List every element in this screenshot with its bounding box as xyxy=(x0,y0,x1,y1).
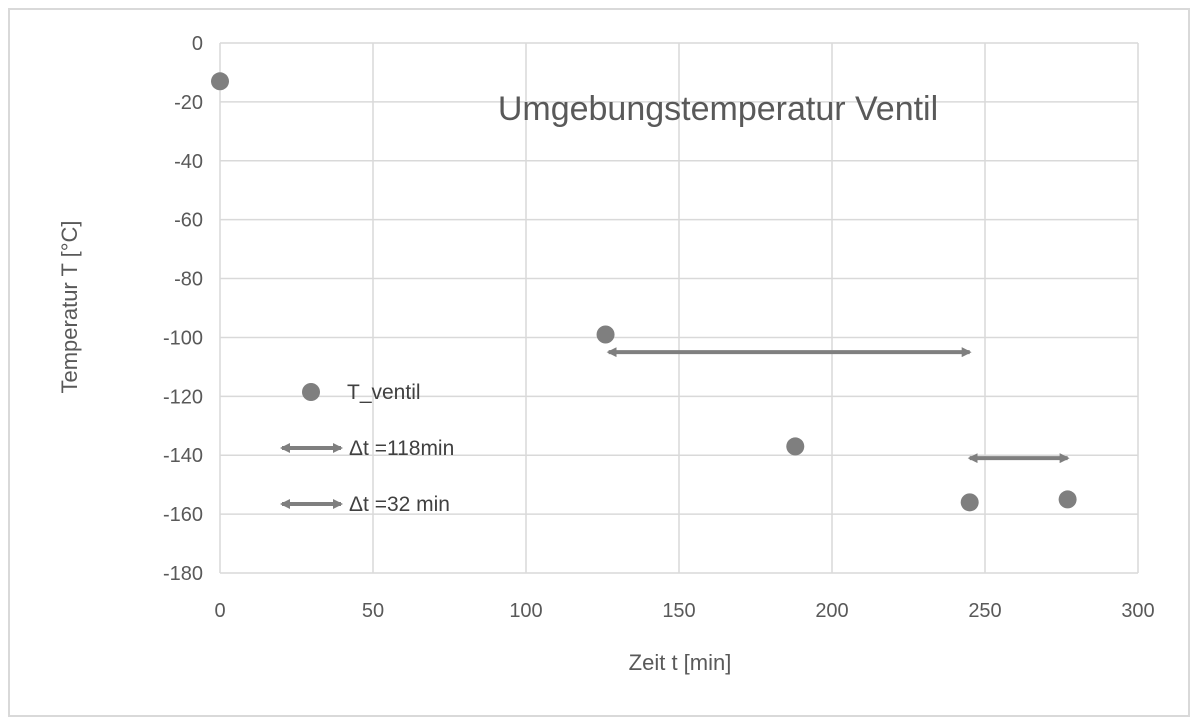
y-tick-label: -40 xyxy=(174,151,203,173)
x-tick-label: 100 xyxy=(509,600,542,622)
chart-title: Umgebungstemperatur Ventil xyxy=(498,90,938,128)
data-points xyxy=(211,72,1077,512)
data-point xyxy=(596,325,615,344)
y-tick-label: -100 xyxy=(163,327,203,349)
x-tick-labels: 0 50 100 150 200 250 300 xyxy=(214,600,1154,622)
legend-label-interval-1: Δt =118min xyxy=(349,437,454,460)
chart-frame: 0 -20 -40 -60 -80 -100 -120 -140 -160 -180 0 50 100… xyxy=(8,8,1190,717)
y-tick-label: -80 xyxy=(174,269,203,291)
y-tick-labels: 0 -20 -40 -60 -80 -100 -120 -140 -160 -180 xyxy=(163,33,203,585)
x-axis-title: Zeit t [min] xyxy=(629,650,732,675)
y-tick-label: 0 xyxy=(192,33,203,55)
data-point xyxy=(211,72,229,91)
x-tick-label: 150 xyxy=(662,600,695,622)
data-point xyxy=(1058,490,1077,509)
x-tick-label: 300 xyxy=(1121,600,1154,622)
legend-label-interval-2: Δt =32 min xyxy=(349,493,450,516)
scatter-chart: 0 -20 -40 -60 -80 -100 -120 -140 -160 -180 0 50 100… xyxy=(57,33,1155,675)
y-tick-label: -120 xyxy=(163,386,203,408)
legend: T_ventil Δt =118min Δt =32 min xyxy=(280,381,454,516)
y-tick-label: -180 xyxy=(163,563,203,585)
x-tick-label: 250 xyxy=(968,600,1001,622)
data-point xyxy=(786,437,805,456)
y-tick-label: -20 xyxy=(174,92,203,114)
y-tick-label: -140 xyxy=(163,445,203,467)
x-tick-label: 50 xyxy=(362,600,384,622)
grid-lines xyxy=(219,42,1139,574)
x-tick-label: 200 xyxy=(815,600,848,622)
legend-marker-t-ventil xyxy=(302,383,320,401)
legend-label-t-ventil: T_ventil xyxy=(347,381,421,404)
y-tick-label: -160 xyxy=(163,504,203,526)
x-tick-label: 0 xyxy=(214,600,225,622)
y-axis-title: Temperatur T [°C] xyxy=(57,220,82,393)
y-tick-label: -60 xyxy=(174,210,203,232)
data-point xyxy=(960,493,979,512)
interval-arrows xyxy=(606,347,1070,464)
